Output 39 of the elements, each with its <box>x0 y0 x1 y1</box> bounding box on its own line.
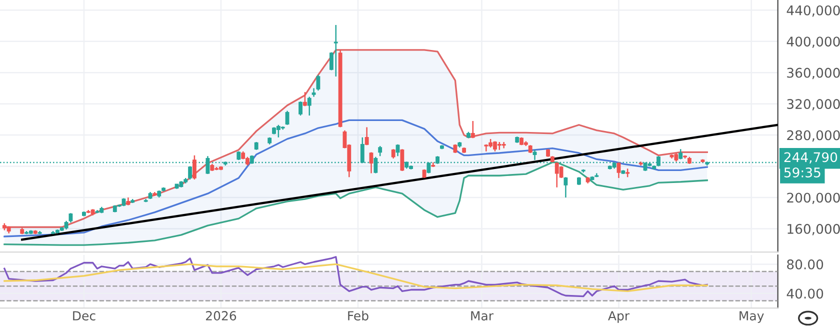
candlestick <box>298 100 302 116</box>
y-tick-label: 200,000 <box>787 192 840 204</box>
y-tick-label: 320,000 <box>787 99 840 110</box>
x-tick-label: Dec <box>73 311 96 320</box>
candlestick <box>188 166 192 180</box>
candlestick <box>307 96 312 116</box>
x-tick-label: Apr <box>608 311 630 323</box>
y-tick-label: 40.00 <box>786 288 824 299</box>
candlestick <box>192 154 196 180</box>
candlestick <box>378 145 382 157</box>
candlestick <box>285 110 290 126</box>
candlestick <box>334 24 338 78</box>
x-tick-label: 2026 <box>206 311 236 320</box>
y-tick-label: 80.00 <box>787 259 824 270</box>
candlestick <box>400 148 404 172</box>
y-tick-label: 160,000 <box>788 224 840 236</box>
candlestick <box>502 141 506 149</box>
candlestick <box>391 148 396 160</box>
line-series <box>4 162 708 246</box>
candlestick <box>364 126 369 146</box>
candlestick <box>554 162 559 188</box>
x-tick-label: Feb <box>348 310 368 320</box>
y-tick-label: 440,000 <box>786 5 840 17</box>
y-tick-label: 360,000 <box>787 68 840 80</box>
y-tick-label: 400,000 <box>786 36 840 48</box>
candlestick <box>369 152 374 174</box>
line-series <box>4 256 708 298</box>
line-series <box>4 119 708 238</box>
candlestick <box>616 162 621 179</box>
ref-line-label: 244,790 <box>784 152 838 164</box>
text: 59:35 <box>784 167 820 178</box>
candlestick <box>484 144 488 152</box>
line-series <box>4 263 708 292</box>
x-tick-label: May <box>740 311 764 323</box>
candlestick <box>302 91 307 107</box>
x-tick-label: Mar <box>471 311 494 320</box>
y-tick-label: 280,000 <box>787 130 840 142</box>
candlestick <box>470 120 475 139</box>
candlestick <box>564 176 568 198</box>
